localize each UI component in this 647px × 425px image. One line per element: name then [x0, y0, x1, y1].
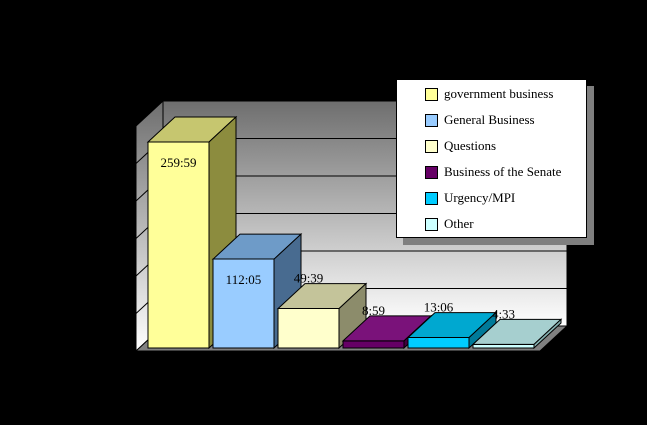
legend-item-general-business: General Business: [397, 107, 586, 133]
legend-swatch-other: [425, 217, 438, 231]
bar-questions: [277, 308, 340, 349]
chart-legend: government business General Business Que…: [396, 79, 587, 238]
legend-swatch-urgency-mpi: [425, 191, 438, 205]
bar-value-label-business-of-the-senate: 8:59: [362, 303, 385, 318]
bar-urgency-mpi: [407, 337, 470, 349]
bar-value-label-other: 4:33: [492, 306, 515, 321]
legend-item-business-of-the-senate: Business of the Senate: [397, 159, 586, 185]
legend-item-questions: Questions: [397, 133, 586, 159]
legend-label: Urgency/MPI: [444, 190, 516, 205]
legend-swatch-questions: [425, 139, 438, 153]
legend-swatch-government-business: [425, 87, 438, 101]
bar-business-of-the-senate: [342, 340, 405, 349]
legend-label: General Business: [444, 112, 535, 127]
legend-item-government-business: government business: [397, 81, 586, 107]
bar-value-label-questions: 49:39: [294, 271, 324, 286]
bar-value-label-general-business: 112:05: [226, 272, 262, 287]
bar-other: [472, 343, 535, 349]
legend-label: Other: [444, 216, 474, 231]
bar-government-business: [147, 141, 210, 349]
legend-label: Questions: [444, 138, 496, 153]
legend-item-other: Other: [397, 211, 586, 237]
legend-swatch-general-business: [425, 113, 438, 127]
bar-value-label-government-business: 259:59: [160, 155, 196, 170]
legend-swatch-business-of-the-senate: [425, 165, 438, 179]
legend-label: Business of the Senate: [444, 164, 562, 179]
legend-item-urgency-mpi: Urgency/MPI: [397, 185, 586, 211]
bar-value-label-urgency-mpi: 13:06: [424, 300, 454, 315]
bar-general-business: [212, 258, 275, 349]
legend-label: government business: [444, 86, 554, 101]
